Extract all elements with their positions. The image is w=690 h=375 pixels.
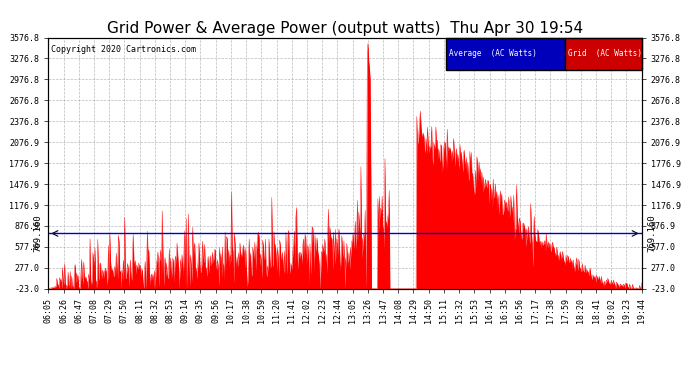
- Title: Grid Power & Average Power (output watts)  Thu Apr 30 19:54: Grid Power & Average Power (output watts…: [107, 21, 583, 36]
- Text: Average  (AC Watts): Average (AC Watts): [449, 50, 537, 58]
- Text: 769.160: 769.160: [648, 214, 657, 252]
- Text: Grid  (AC Watts): Grid (AC Watts): [568, 50, 642, 58]
- Text: Copyright 2020 Cartronics.com: Copyright 2020 Cartronics.com: [51, 45, 196, 54]
- FancyBboxPatch shape: [446, 38, 564, 70]
- FancyBboxPatch shape: [564, 38, 642, 70]
- Text: 769.160: 769.160: [33, 214, 42, 252]
